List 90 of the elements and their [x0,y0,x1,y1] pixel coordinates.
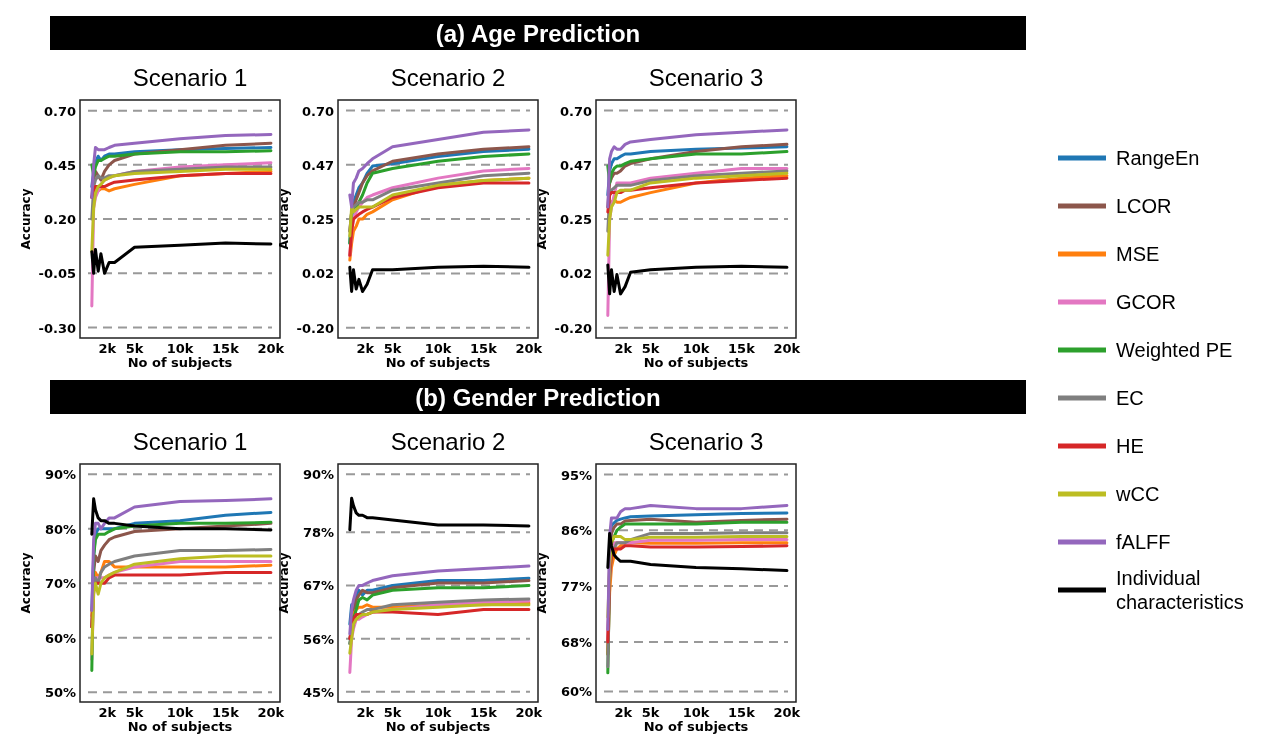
x-tick-label: 2k [98,341,117,356]
y-tick-label: 70% [44,576,76,592]
y-tick-label: 90% [302,467,334,483]
legend-label: HE [1116,435,1144,457]
y-tick-label: 86% [560,523,592,539]
legend-label: Individual characteristics [1116,567,1244,613]
x-tick-label: 20k [515,705,543,720]
x-tick-label: 20k [773,341,801,356]
x-tick-label: 2k [614,341,633,356]
legend-label: GCOR [1116,291,1176,313]
y-tick-label: 78% [302,525,334,541]
text: (a) Age Prediction [435,20,641,47]
x-tick-label: 10k [166,341,194,356]
x-tick-label: 2k [614,705,633,720]
legend-label: wCC [1115,483,1160,505]
x-tick-label: 5k [641,341,660,356]
x-tick-label: 2k [356,341,375,356]
y-tick-label: 60% [44,630,76,646]
x-tick-label: 5k [383,341,402,356]
y-tick-label: -0.30 [38,320,76,336]
x-tick-label: 5k [125,705,144,720]
y-axis-title: Accuracy [535,552,549,614]
x-axis-title: No of subjects [385,719,491,734]
x-tick-label: 15k [470,705,498,720]
x-tick-label: 15k [470,341,498,356]
x-axis-title: No of subjects [127,355,233,370]
x-tick-label: 20k [515,341,543,356]
text: (b) Gender Prediction [415,384,661,411]
y-tick-label: 95% [560,467,592,483]
x-axis-title: No of subjects [643,719,749,734]
x-axis-title: No of subjects [127,719,233,734]
y-tick-label: 45% [302,684,334,700]
y-tick-label: 60% [560,684,592,700]
x-tick-label: 20k [257,705,285,720]
x-tick-label: 5k [641,705,660,720]
y-axis-title: Accuracy [19,552,33,614]
y-tick-label: -0.20 [554,320,592,336]
y-axis-title: Accuracy [277,552,291,614]
chart-title: Scenario 1 [132,428,248,455]
x-tick-label: 5k [383,705,402,720]
y-tick-label: 0.45 [43,157,76,173]
y-tick-label: 0.47 [301,157,334,173]
y-tick-label: 0.70 [43,103,76,119]
y-tick-label: 0.20 [43,212,76,228]
y-axis-title: Accuracy [277,188,291,250]
y-tick-label: 56% [302,631,334,647]
legend-label: RangeEn [1116,147,1200,169]
chart-title: Scenario 3 [648,428,764,455]
y-tick-label: -0.20 [296,320,334,336]
y-tick-label: 0.25 [301,212,334,228]
x-tick-label: 15k [212,341,240,356]
x-tick-label: 20k [257,341,285,356]
chart-title: Scenario 2 [390,64,506,91]
x-axis-title: No of subjects [643,355,749,370]
x-tick-label: 20k [773,705,801,720]
x-tick-label: 2k [98,705,117,720]
legend-label: EC [1116,387,1144,409]
y-tick-label: 80% [44,521,76,537]
y-tick-label: 90% [44,467,76,483]
y-tick-label: 68% [560,634,592,650]
x-tick-label: 10k [166,705,194,720]
y-tick-label: 0.02 [301,266,334,282]
y-tick-label: 0.02 [559,266,592,282]
chart-title: Scenario 2 [390,428,506,455]
legend-label: LCOR [1116,195,1172,217]
chart-title: Scenario 1 [132,64,248,91]
legend-label: Weighted PE [1116,339,1233,361]
y-tick-label: 0.47 [559,157,592,173]
legend-label: fALFF [1116,531,1171,553]
x-tick-label: 15k [728,341,756,356]
x-axis-title: No of subjects [385,355,491,370]
y-tick-label: 77% [560,579,592,595]
y-tick-label: 0.25 [559,212,592,228]
x-tick-label: 15k [728,705,756,720]
y-tick-label: 0.70 [559,103,592,119]
x-tick-label: 5k [125,341,144,356]
chart-title: Scenario 3 [648,64,764,91]
x-tick-label: 2k [356,705,375,720]
x-tick-label: 15k [212,705,240,720]
y-tick-label: 0.70 [301,103,334,119]
x-tick-label: 10k [682,341,710,356]
y-axis-title: Accuracy [535,188,549,250]
y-tick-label: 67% [302,578,334,594]
x-tick-label: 10k [682,705,710,720]
y-tick-label: 50% [44,685,76,701]
y-tick-label: -0.05 [38,266,76,282]
y-axis-title: Accuracy [19,188,33,250]
legend-label: MSE [1116,243,1160,265]
x-tick-label: 10k [424,705,452,720]
x-tick-label: 10k [424,341,452,356]
